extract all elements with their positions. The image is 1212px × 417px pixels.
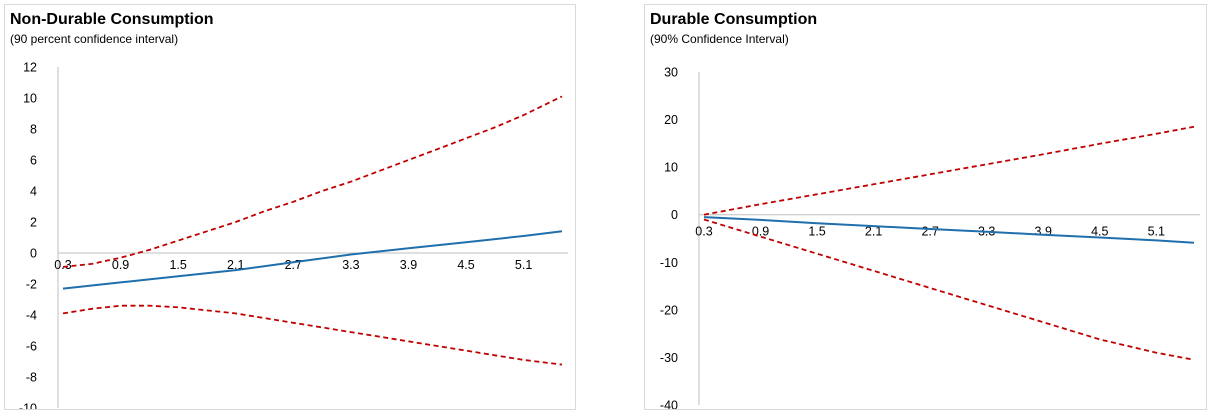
x-tick-label: 5.1 bbox=[1148, 225, 1165, 239]
y-tick-label: -30 bbox=[660, 351, 678, 365]
x-tick-label: 3.3 bbox=[342, 258, 359, 272]
x-tick-label: 0.9 bbox=[752, 225, 769, 239]
y-tick-label: -8 bbox=[26, 371, 37, 385]
x-tick-label: 3.9 bbox=[400, 258, 417, 272]
y-tick-label: 2 bbox=[30, 216, 37, 230]
x-tick-label: 0.3 bbox=[695, 225, 712, 239]
y-tick-label: 8 bbox=[30, 123, 37, 137]
chart-panel-non-durable: Non-Durable Consumption (90 percent conf… bbox=[4, 4, 576, 410]
y-tick-label: 0 bbox=[671, 208, 678, 222]
x-tick-label: 5.1 bbox=[515, 258, 532, 272]
y-tick-label: -10 bbox=[19, 402, 37, 410]
x-tick-label: 0.3 bbox=[54, 258, 71, 272]
chart-title: Durable Consumption bbox=[650, 11, 818, 28]
y-tick-label: -40 bbox=[660, 399, 678, 410]
x-tick-label: 2.7 bbox=[921, 225, 938, 239]
series-line-lower-bound bbox=[62, 304, 563, 366]
y-tick-label: -4 bbox=[26, 309, 37, 323]
x-tick-label: 2.7 bbox=[285, 258, 302, 272]
y-tick-label: 20 bbox=[664, 113, 678, 127]
y-tick-label: 6 bbox=[30, 154, 37, 168]
chart-subtitle: (90 percent confidence interval) bbox=[10, 32, 179, 46]
y-tick-label: 0 bbox=[30, 247, 37, 261]
x-tick-label: 4.5 bbox=[457, 258, 474, 272]
y-tick-label: 12 bbox=[23, 61, 37, 75]
series-line-estimate bbox=[62, 230, 563, 290]
x-tick-label: 4.5 bbox=[1091, 225, 1108, 239]
chart-panel-durable: Durable Consumption (90% Confidence Inte… bbox=[644, 4, 1207, 410]
y-tick-label: 30 bbox=[664, 66, 678, 80]
x-tick-label: 2.1 bbox=[865, 225, 882, 239]
y-tick-label: -6 bbox=[26, 340, 37, 354]
x-tick-label: 0.9 bbox=[112, 258, 129, 272]
y-tick-label: 10 bbox=[23, 92, 37, 106]
series-line-upper-bound bbox=[62, 95, 563, 268]
chart-title: Non-Durable Consumption bbox=[10, 11, 214, 28]
x-tick-label: 3.9 bbox=[1035, 225, 1052, 239]
series-line-lower-bound bbox=[703, 218, 1195, 361]
y-tick-label: 4 bbox=[30, 185, 37, 199]
y-tick-label: -2 bbox=[26, 278, 37, 292]
x-tick-label: 1.5 bbox=[808, 225, 825, 239]
x-tick-label: 1.5 bbox=[169, 258, 186, 272]
y-tick-label: 10 bbox=[664, 161, 678, 175]
y-tick-label: -20 bbox=[660, 303, 678, 317]
chart-subtitle: (90% Confidence Interval) bbox=[650, 32, 789, 46]
y-tick-label: -10 bbox=[660, 256, 678, 270]
series-line-upper-bound bbox=[703, 125, 1195, 216]
series-line-estimate bbox=[703, 216, 1195, 244]
